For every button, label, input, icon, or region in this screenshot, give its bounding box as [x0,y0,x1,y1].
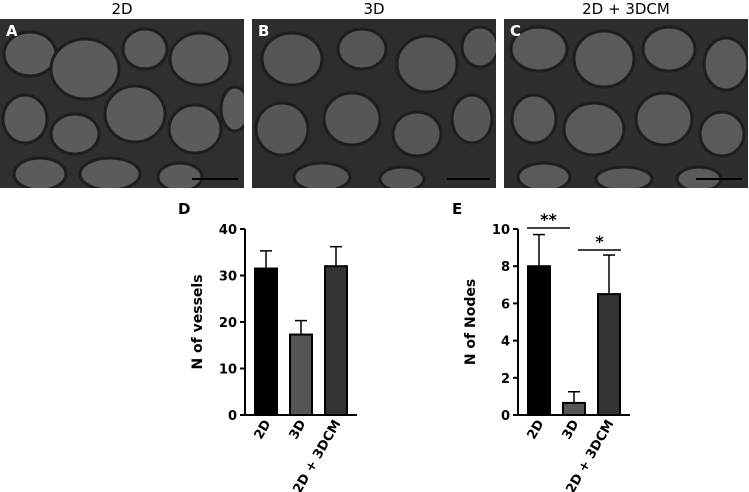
panel-b-title: 3D [363,0,385,18]
chart-d-ytick-label: 30 [219,270,237,285]
panel-a-title: 2D [111,0,133,18]
chart-e-ytick-label: 0 [501,409,510,424]
panel-label-a: A [6,22,18,40]
chart-d-bar-2 [324,265,348,416]
chart-e-bar-0 [527,265,551,416]
panel-c-title: 2D + 3DCM [582,0,670,18]
micrograph-image-c [504,19,748,188]
chart-d-y-axis-label: N of vessels [190,274,206,369]
chart-e-ytick-label: 8 [501,260,510,275]
chart-d-category-label: 3D [287,417,310,442]
micrograph-panel-a: A [0,19,244,188]
chart-d-ytick-label: 40 [219,223,237,238]
chart-e-bar-1 [562,401,586,417]
chart-e-label: E [452,200,463,218]
chart-e-category-label: 2D [525,417,548,442]
chart-d-category-label: 2D [252,417,275,442]
chart-d-bar-1 [289,333,313,416]
chart-e-ytick-label: 6 [501,297,510,312]
panel-label-c: C [510,22,522,40]
chart-d-ytick-label: 20 [219,316,237,331]
chart-e-ytick-label: 2 [501,372,510,387]
chart-e-category-label: 3D [560,417,583,442]
chart-d-label: D [178,200,191,218]
micrograph-image-b [252,19,496,188]
chart-e-ytick-label: 4 [501,335,510,350]
chart-d-ytick-label: 0 [228,409,237,424]
micrograph-panel-b: B [252,19,496,188]
chart-e-ytick-label: 10 [492,223,510,238]
chart-e-significance-label: * [595,232,604,251]
micrograph-panel-c: C [504,19,748,188]
chart-e-bar-2 [597,293,621,416]
micrograph-image-a [0,19,244,188]
chart-e-y-axis-label: N of Nodes [463,279,479,365]
panel-label-b: B [258,22,270,40]
chart-d-bar-0 [254,267,278,417]
chart-d-ytick-label: 10 [219,363,237,378]
chart-e-significance-label: ** [540,210,557,229]
